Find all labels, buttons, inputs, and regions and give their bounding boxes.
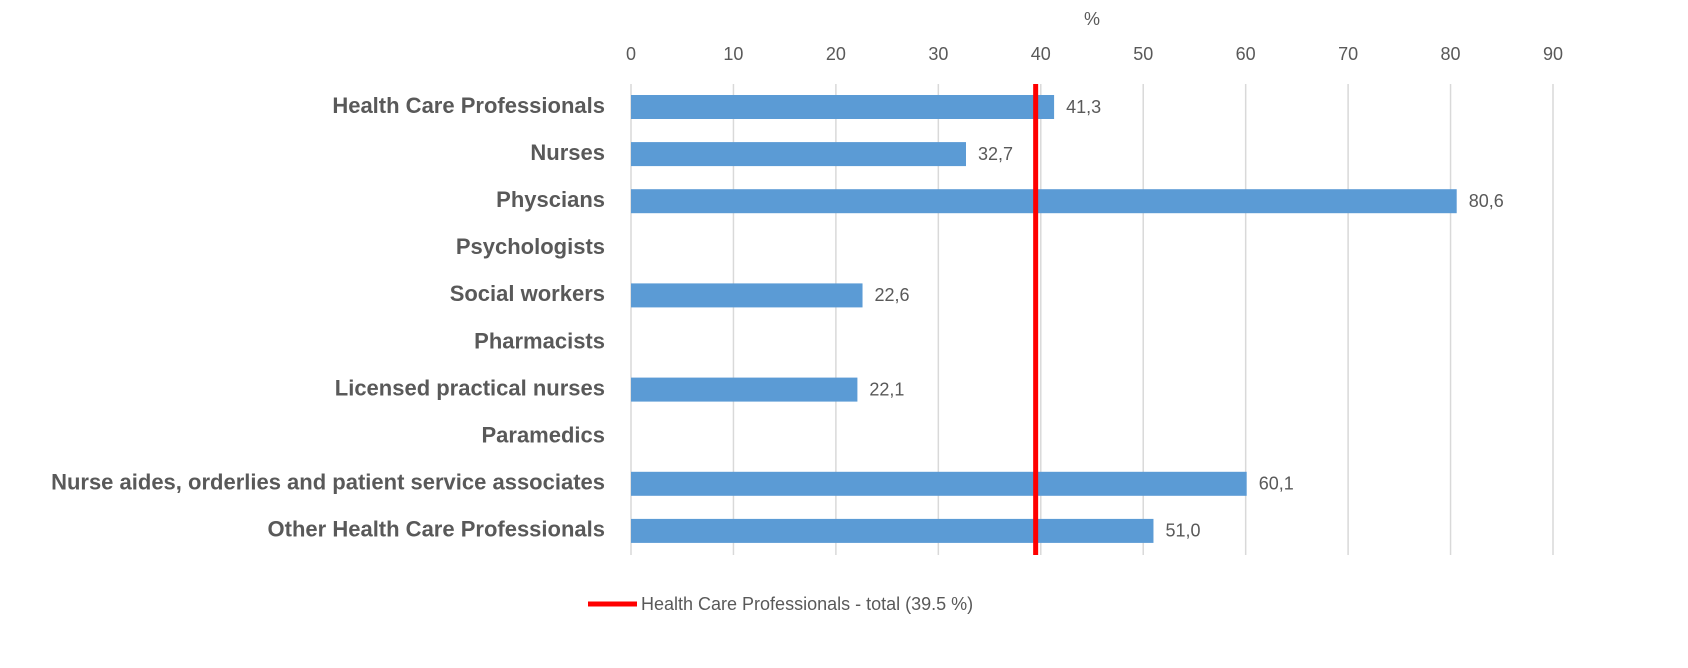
x-tick-label: 20 xyxy=(826,44,846,64)
data-label: 60,1 xyxy=(1259,474,1294,494)
x-tick-label: 30 xyxy=(928,44,948,64)
bar xyxy=(631,377,858,402)
x-tick-label: 50 xyxy=(1133,44,1153,64)
y-tick-label: Health Care Professionals xyxy=(332,93,605,118)
bar xyxy=(631,142,966,167)
y-tick-label: Nurses xyxy=(530,140,605,165)
y-tick-label: Physcians xyxy=(496,187,605,212)
bar xyxy=(631,471,1247,496)
y-tick-label: Licensed practical nurses xyxy=(335,375,605,400)
x-tick-label: 40 xyxy=(1031,44,1051,64)
x-tick-label: 60 xyxy=(1236,44,1256,64)
legend-label: Health Care Professionals - total (39.5 … xyxy=(641,594,973,614)
bar xyxy=(631,518,1154,543)
x-tick-label: 80 xyxy=(1441,44,1461,64)
y-tick-label: Paramedics xyxy=(481,423,605,448)
data-label: 51,0 xyxy=(1165,521,1200,541)
data-label: 22,1 xyxy=(869,379,904,399)
data-label: 41,3 xyxy=(1066,97,1101,117)
x-tick-label: 10 xyxy=(723,44,743,64)
y-tick-label: Other Health Care Professionals xyxy=(268,517,605,542)
x-axis-label: % xyxy=(1084,9,1100,29)
x-tick-label: 0 xyxy=(626,44,636,64)
x-tick-label: 70 xyxy=(1338,44,1358,64)
data-label: 32,7 xyxy=(978,144,1013,164)
y-tick-label: Pharmacists xyxy=(474,328,605,353)
y-tick-label: Psychologists xyxy=(456,234,605,259)
data-label: 22,6 xyxy=(875,285,910,305)
y-tick-label: Social workers xyxy=(450,281,605,306)
data-label: 80,6 xyxy=(1469,191,1504,211)
x-tick-label: 90 xyxy=(1543,44,1563,64)
bar xyxy=(631,189,1457,214)
bar xyxy=(631,95,1055,119)
bar xyxy=(631,283,863,308)
y-tick-label: Nurse aides, orderlies and patient servi… xyxy=(51,470,605,495)
